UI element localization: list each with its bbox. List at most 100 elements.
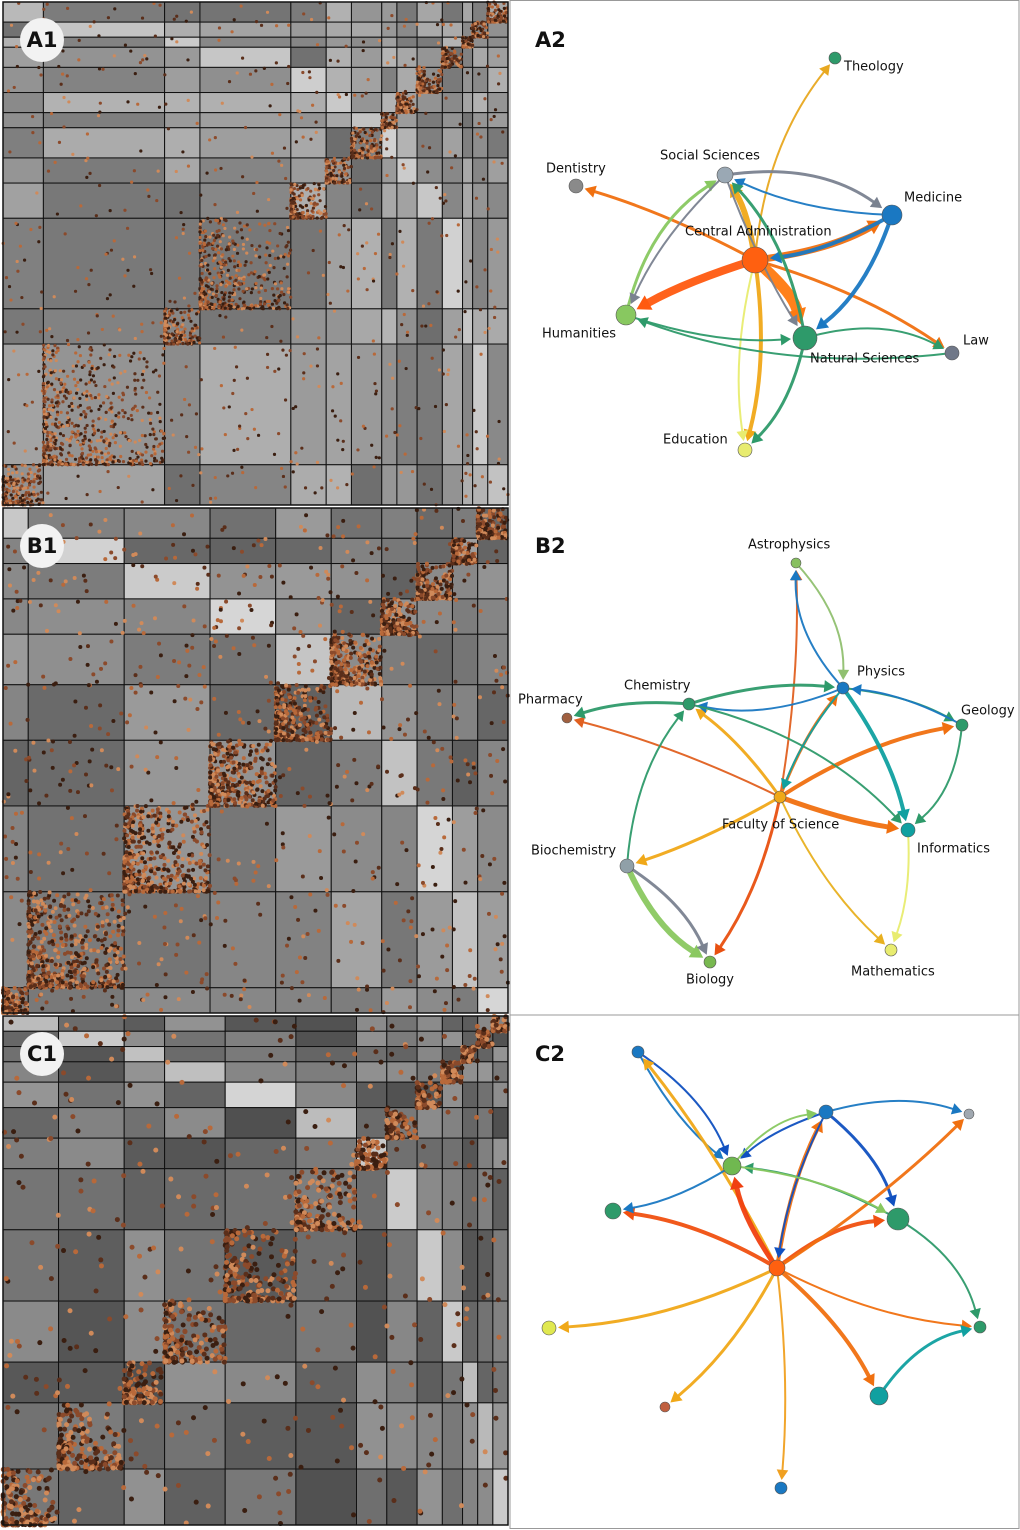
matrix-block — [164, 92, 201, 114]
matrix-block — [462, 308, 474, 345]
matrix-block — [164, 112, 201, 129]
matrix-dot — [123, 43, 128, 47]
matrix-dot — [441, 22, 445, 27]
matrix-dot — [475, 132, 480, 136]
matrix-dot — [91, 449, 95, 453]
matrix-dot — [268, 263, 272, 268]
matrix-dot — [11, 496, 15, 500]
matrix-dot — [386, 61, 390, 65]
matrix-dot — [111, 929, 116, 934]
matrix-dot — [43, 348, 47, 352]
matrix-dot — [119, 454, 123, 459]
matrix-dot — [129, 49, 133, 53]
matrix-dot — [172, 323, 176, 327]
matrix-dot — [174, 823, 179, 828]
matrix-dot — [91, 374, 96, 378]
matrix-dot — [277, 367, 281, 371]
matrix-dot — [84, 589, 89, 594]
matrix-dot — [219, 247, 223, 251]
matrix-dot — [254, 254, 258, 258]
matrix-dot — [167, 486, 171, 491]
matrix-dot — [248, 228, 252, 232]
matrix-dot — [62, 386, 66, 390]
matrix-dot — [132, 284, 136, 288]
matrix-dot — [181, 231, 185, 236]
matrix-dot — [285, 206, 289, 210]
matrix-dot — [163, 911, 168, 916]
matrix-dot — [122, 547, 127, 552]
matrix-dot — [192, 882, 197, 887]
matrix-dot — [106, 732, 111, 737]
matrix-block — [42, 182, 166, 219]
matrix-dot — [190, 802, 195, 807]
matrix-dot — [479, 352, 483, 356]
matrix-dot — [183, 310, 187, 314]
matrix-dot — [392, 55, 396, 60]
matrix-dot — [172, 17, 176, 21]
matrix-dot — [128, 456, 132, 461]
matrix-dot — [205, 171, 209, 175]
matrix-dot — [155, 807, 160, 812]
matrix-dot — [152, 616, 157, 621]
matrix-dot — [109, 401, 113, 405]
matrix-dot — [233, 282, 238, 286]
matrix-dot — [133, 372, 137, 376]
matrix-dot — [287, 251, 292, 255]
matrix-dot — [47, 404, 52, 408]
matrix-dot — [196, 882, 201, 887]
matrix-dot — [48, 327, 52, 331]
matrix-dot — [402, 24, 407, 28]
matrix-dot — [138, 827, 143, 832]
matrix-dot — [181, 839, 186, 844]
matrix-dot — [7, 378, 11, 382]
matrix-dot — [358, 208, 362, 212]
matrix-dot — [100, 920, 105, 925]
matrix-dot — [106, 451, 111, 455]
matrix-dot — [8, 499, 12, 503]
matrix-dot — [111, 436, 115, 440]
matrix-dot — [43, 908, 48, 913]
matrix-block — [396, 36, 418, 48]
matrix-dot — [441, 62, 445, 66]
matrix-dot — [94, 450, 99, 454]
matrix-dot — [184, 19, 188, 23]
matrix-dot — [20, 1000, 25, 1005]
matrix-dot — [372, 147, 376, 151]
matrix-dot — [175, 14, 179, 18]
matrix-dot — [267, 303, 271, 308]
matrix-dot — [199, 471, 203, 475]
matrix-dot — [453, 154, 457, 158]
matrix-dot — [108, 441, 112, 445]
matrix-dot — [46, 971, 51, 976]
matrix-block — [290, 464, 327, 506]
matrix-dot — [216, 244, 220, 248]
matrix-dot — [74, 952, 79, 957]
matrix-dot — [370, 443, 374, 447]
matrix-dot — [217, 251, 221, 255]
matrix-dot — [54, 985, 59, 990]
matrix-block — [451, 987, 479, 1014]
matrix-dot — [99, 356, 103, 360]
matrix-dot — [372, 139, 377, 143]
matrix-dot — [10, 825, 15, 830]
matrix-dot — [403, 452, 407, 456]
matrix-dot — [165, 828, 170, 833]
matrix-block — [462, 92, 474, 114]
matrix-dot — [206, 572, 211, 577]
matrices — [0, 0, 511, 1528]
matrix-dot — [282, 255, 286, 259]
matrix-dot — [75, 892, 80, 897]
matrix-dot — [131, 563, 136, 568]
matrix-block — [199, 157, 292, 184]
matrix-dot — [322, 209, 327, 213]
matrix-dot — [153, 574, 158, 579]
matrix-dot — [151, 321, 155, 325]
matrix-dot — [404, 366, 408, 371]
matrix-dot — [295, 462, 299, 466]
matrix-dot — [295, 335, 300, 339]
matrix-dot — [379, 140, 383, 145]
matrix-dot — [40, 1006, 45, 1011]
matrix-dot — [346, 165, 350, 170]
matrix-dot — [466, 37, 470, 41]
matrix-dot — [82, 814, 87, 819]
